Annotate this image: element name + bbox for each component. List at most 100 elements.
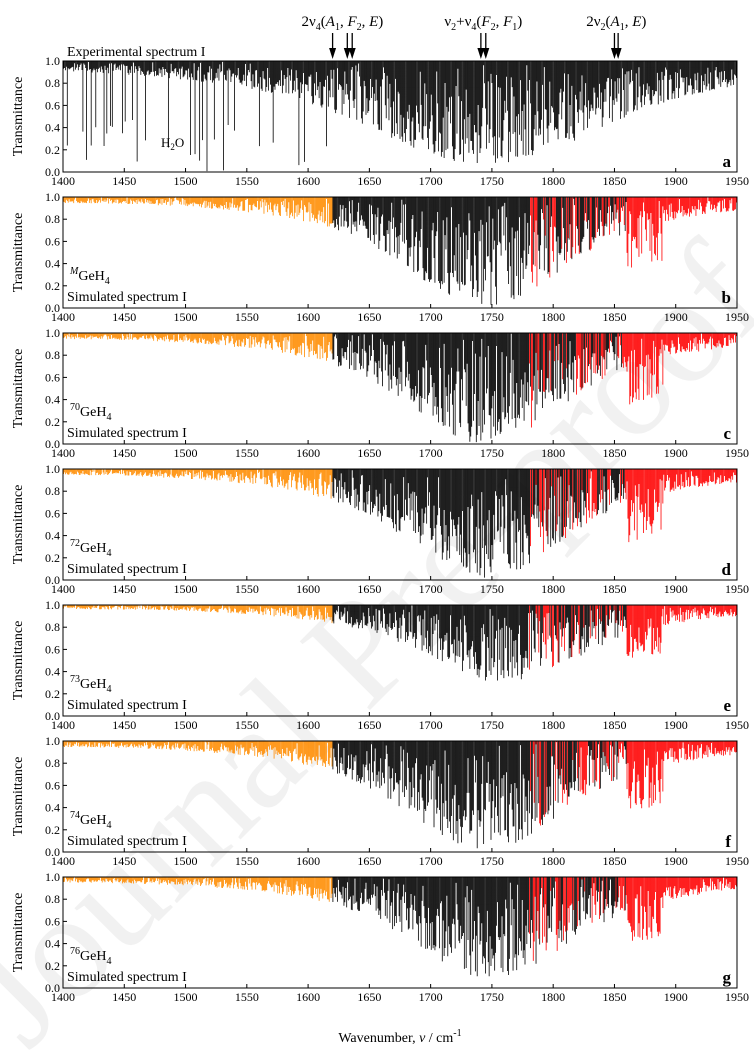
band-arrow-head xyxy=(482,48,490,59)
x-tick-label-e: 1750 xyxy=(480,718,504,732)
x-tick-label-e: 1500 xyxy=(174,718,198,732)
y-tick-label-a: 0.8 xyxy=(45,76,60,90)
x-tick-label-e: 1850 xyxy=(602,718,626,732)
x-tick-label-f: 1900 xyxy=(664,854,688,868)
y-tick-label-e: 0.6 xyxy=(45,642,60,656)
plot-frame-a xyxy=(62,60,738,173)
y-tick-label-g: 0.8 xyxy=(45,892,60,906)
x-tick-label-d: 1600 xyxy=(296,582,320,596)
band-annotation-label: 2ν2(A1, E) xyxy=(586,14,646,33)
x-tick-label-e: 1400 xyxy=(51,718,75,732)
y-tick-label-g: 0.6 xyxy=(45,914,60,928)
series-mid-band-a xyxy=(63,61,737,172)
x-tick-label-b: 1900 xyxy=(664,310,688,324)
y-tick-label-c: 0.0 xyxy=(45,437,60,451)
x-tick-label-a: 1500 xyxy=(174,174,198,188)
x-tick-label-e: 1450 xyxy=(112,718,136,732)
x-tick-label-b: 1750 xyxy=(480,310,504,324)
x-tick-label-g: 1700 xyxy=(419,990,443,1004)
molecule-label-c: 70GeH4 xyxy=(70,402,111,423)
x-tick-label-f: 1500 xyxy=(174,854,198,868)
plot-frame-d xyxy=(62,468,738,581)
series-high-band-d xyxy=(530,469,737,553)
x-tick-label-g: 1550 xyxy=(235,990,259,1004)
x-tick-label-d: 1950 xyxy=(725,582,749,596)
y-tick-label-f: 0.6 xyxy=(45,778,60,792)
y-axis-label-e: Transmittance xyxy=(11,621,26,701)
x-tick-label-e: 1600 xyxy=(296,718,320,732)
band-arrow-head xyxy=(343,48,351,59)
y-tick-label-d: 0.4 xyxy=(45,529,60,543)
x-tick-label-d: 1900 xyxy=(664,582,688,596)
band-annotations: 2ν4(A1, F2, E) ν2+ν4(F2, F1) 2ν2(A1, E) xyxy=(301,14,646,59)
x-tick-label-g: 1850 xyxy=(602,990,626,1004)
x-tick-label-c: 1800 xyxy=(541,446,565,460)
x-tick-label-e: 1950 xyxy=(725,718,749,732)
panel-title-c: Simulated spectrum I xyxy=(67,426,187,441)
x-tick-label-a: 1650 xyxy=(357,174,381,188)
y-tick-label-g: 1.0 xyxy=(45,870,60,884)
x-tick-label-a: 1450 xyxy=(112,174,136,188)
panel-title-d: Simulated spectrum I xyxy=(67,562,187,577)
molecule-label-g: 76GeH4 xyxy=(70,946,111,967)
x-tick-label-d: 1850 xyxy=(602,582,626,596)
series-low-band-g xyxy=(63,877,333,902)
y-tick-label-d: 0.0 xyxy=(45,573,60,587)
series-mid-band-e xyxy=(332,605,627,681)
x-tick-label-g: 1900 xyxy=(664,990,688,1004)
x-tick-label-c: 1600 xyxy=(296,446,320,460)
panel-e: 0.0 0.2 0.4 0.6 0.8 1.0 1400 1450 1500 1550 1600 16… xyxy=(11,598,749,732)
x-tick-label-a: 1800 xyxy=(541,174,565,188)
y-tick-label-e: 0.4 xyxy=(45,665,60,679)
x-tick-label-e: 1550 xyxy=(235,718,259,732)
series-low-band-f xyxy=(63,741,333,768)
y-tick-label-e: 1.0 xyxy=(45,598,60,612)
x-tick-label-e: 1650 xyxy=(357,718,381,732)
x-tick-label-a: 1400 xyxy=(51,174,75,188)
x-tick-label-e: 1700 xyxy=(419,718,443,732)
band-annotation-label: ν2+ν4(F2, F1) xyxy=(444,14,522,33)
panel-letter-c: c xyxy=(723,424,731,443)
panel-letter-b: b xyxy=(722,288,731,307)
y-tick-label-f: 0.0 xyxy=(45,845,60,859)
x-tick-label-g: 1750 xyxy=(480,990,504,1004)
x-tick-label-g: 1400 xyxy=(51,990,75,1004)
series-high-band-f xyxy=(530,741,737,826)
series-high-band-e xyxy=(529,605,737,670)
series-high-band-g xyxy=(529,877,737,961)
x-tick-label-f: 1400 xyxy=(51,854,75,868)
y-tick-label-g: 0.0 xyxy=(45,981,60,995)
x-tick-label-b: 1500 xyxy=(174,310,198,324)
panel-a: 0.0 0.2 0.4 0.6 0.8 1.0 1400 1450 1500 1550 1600 16… xyxy=(11,45,749,188)
y-tick-label-c: 0.2 xyxy=(45,415,60,429)
y-tick-label-b: 0.0 xyxy=(45,301,60,315)
band-arrow-head xyxy=(614,48,622,59)
x-tick-label-a: 1750 xyxy=(480,174,504,188)
x-tick-label-f: 1950 xyxy=(725,854,749,868)
x-tick-label-f: 1450 xyxy=(112,854,136,868)
x-tick-label-b: 1450 xyxy=(112,310,136,324)
molecule-label-d: 72GeH4 xyxy=(70,538,111,559)
x-tick-label-b: 1550 xyxy=(235,310,259,324)
plot-frame-e xyxy=(62,604,738,717)
x-tick-label-d: 1650 xyxy=(357,582,381,596)
series-high-band-c xyxy=(529,333,737,428)
panel-letter-e: e xyxy=(723,696,731,715)
x-tick-label-f: 1750 xyxy=(480,854,504,868)
x-tick-label-b: 1850 xyxy=(602,310,626,324)
x-tick-label-c: 1500 xyxy=(174,446,198,460)
y-tick-label-e: 0.0 xyxy=(45,709,60,723)
x-tick-label-b: 1950 xyxy=(725,310,749,324)
y-tick-label-f: 0.2 xyxy=(45,823,60,837)
x-tick-label-c: 1550 xyxy=(235,446,259,460)
y-tick-label-a: 0.4 xyxy=(45,121,60,135)
plot-frame-f xyxy=(62,740,738,853)
x-tick-label-f: 1550 xyxy=(235,854,259,868)
x-tick-label-d: 1500 xyxy=(174,582,198,596)
series-low-band-d xyxy=(63,469,333,499)
x-tick-label-g: 1450 xyxy=(112,990,136,1004)
x-tick-label-d: 1550 xyxy=(235,582,259,596)
series-mid-band-g xyxy=(332,877,626,977)
y-tick-label-d: 1.0 xyxy=(45,462,60,476)
